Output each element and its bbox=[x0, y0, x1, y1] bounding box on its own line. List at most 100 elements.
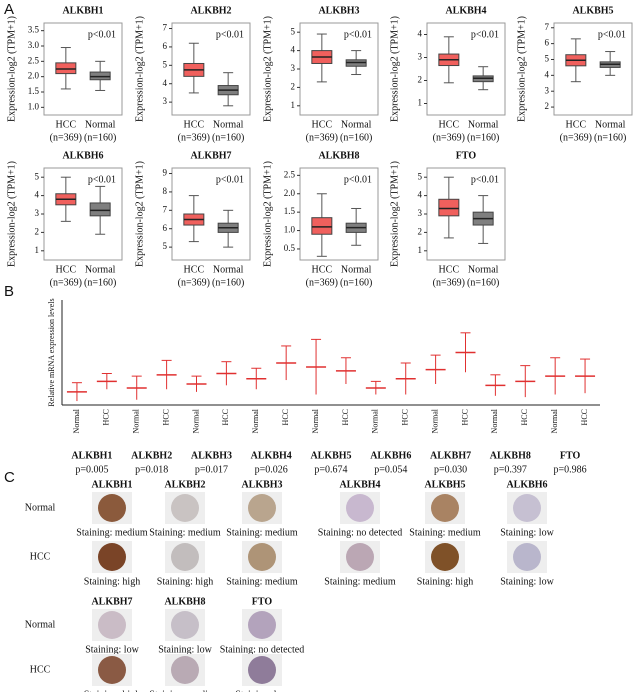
y-tick-label: 5 bbox=[163, 59, 168, 69]
gene-label: ALKBH7 bbox=[91, 596, 132, 607]
x-tick-label: Normal bbox=[468, 119, 499, 130]
y-axis-label: Expression-log2 (TPM+1) bbox=[389, 16, 400, 122]
y-tick-label: 9 bbox=[163, 168, 168, 178]
p-value: p=0.005 bbox=[75, 464, 108, 475]
y-tick-label: 5 bbox=[163, 241, 168, 251]
sample-size: (n=369) bbox=[50, 132, 82, 143]
y-tick-label: 1 bbox=[291, 100, 296, 110]
chart-title: ALKBH4 bbox=[445, 5, 486, 16]
staining-label: Staining: medium bbox=[76, 527, 148, 538]
x-tick-label: Normal bbox=[213, 119, 244, 130]
p-value: p=0.017 bbox=[195, 464, 228, 475]
sample-size: (n=369) bbox=[178, 277, 210, 288]
y-axis-label: Expression-log2 (TPM+1) bbox=[6, 16, 17, 122]
panel-label: C bbox=[4, 469, 15, 486]
panel-label: A bbox=[4, 1, 14, 18]
sample-size: (n=160) bbox=[84, 277, 116, 288]
row-label: Normal bbox=[25, 619, 56, 630]
staining-label: Staining: medium bbox=[226, 576, 298, 587]
annotation: p<0.01 bbox=[471, 29, 499, 40]
x-tick-label: Normal bbox=[191, 408, 200, 433]
row-label: HCC bbox=[30, 551, 51, 562]
chart-title: ALKBH7 bbox=[190, 150, 231, 161]
sample-size: (n=369) bbox=[306, 132, 338, 143]
annotation: p<0.01 bbox=[344, 174, 372, 185]
y-axis-label: Expression-log2 (TPM+1) bbox=[134, 16, 145, 122]
sample-size: (n=160) bbox=[212, 132, 244, 143]
dot-plot: Relative mRNA expression levels Normal HCC… bbox=[47, 298, 600, 475]
y-tick-label: 4 bbox=[418, 190, 423, 200]
tissue-core bbox=[248, 494, 276, 522]
y-axis-label: Relative mRNA expression levels bbox=[47, 298, 56, 406]
y-tick-label: 3 bbox=[418, 52, 423, 62]
sample-size: (n=160) bbox=[212, 277, 244, 288]
x-tick-label: Normal bbox=[341, 264, 372, 275]
plot-frame bbox=[171, 167, 251, 261]
x-tick-label: HCC bbox=[341, 409, 350, 425]
row-label: Normal bbox=[25, 502, 56, 513]
y-tick-label: 8 bbox=[163, 186, 168, 196]
plot-frame bbox=[426, 22, 506, 116]
annotation: p<0.01 bbox=[88, 29, 116, 40]
staining-label: Staining: no detected bbox=[220, 644, 304, 655]
chart-title: ALKBH1 bbox=[62, 5, 103, 16]
x-tick-label: HCC bbox=[460, 409, 469, 425]
gene-label: ALKBH8 bbox=[490, 450, 531, 461]
x-tick-label: HCC bbox=[580, 409, 589, 425]
y-tick-label: 2.5 bbox=[28, 55, 40, 65]
box-chart: ALKBH4 Expression-log2 (TPM+1) 1 2 3 4 p<0.01 H… bbox=[389, 5, 506, 143]
x-tick-label: HCC bbox=[56, 119, 77, 130]
y-tick-label: 0.5 bbox=[284, 243, 296, 253]
staining-label: Staining: high bbox=[157, 576, 213, 587]
gene-label: ALKBH5 bbox=[424, 479, 465, 490]
plot-frame bbox=[171, 22, 251, 116]
p-value: p=0.397 bbox=[494, 464, 527, 475]
gene-label: ALKBH2 bbox=[131, 450, 172, 461]
x-tick-label: HCC bbox=[312, 264, 333, 275]
y-tick-label: 2.0 bbox=[28, 71, 40, 81]
plot-frame bbox=[553, 22, 633, 116]
gene-label: ALKBH1 bbox=[91, 479, 132, 490]
gene-label: ALKBH7 bbox=[430, 450, 471, 461]
y-axis-label: Expression-log2 (TPM+1) bbox=[389, 161, 400, 267]
tissue-core bbox=[98, 611, 126, 639]
x-tick-label: Normal bbox=[595, 119, 626, 130]
row-label: HCC bbox=[30, 664, 51, 675]
y-tick-label: 3.0 bbox=[28, 40, 40, 50]
chart-title: ALKBH8 bbox=[318, 150, 359, 161]
x-tick-label: HCC bbox=[439, 264, 460, 275]
y-tick-label: 2 bbox=[418, 75, 423, 85]
box-chart: ALKBH5 Expression-log2 (TPM+1) 2 3 4 5 6 7 p<0.0… bbox=[516, 5, 633, 143]
tissue-core bbox=[171, 543, 199, 571]
y-tick-label: 1.5 bbox=[284, 206, 296, 216]
staining-label: Staining: low bbox=[85, 644, 139, 655]
sample-size: (n=369) bbox=[306, 277, 338, 288]
tissue-core bbox=[171, 494, 199, 522]
y-tick-label: 3 bbox=[35, 208, 40, 218]
tissue-core bbox=[98, 543, 126, 571]
p-value: p=0.054 bbox=[374, 464, 407, 475]
x-tick-label: Normal bbox=[85, 264, 116, 275]
box-chart: ALKBH8 Expression-log2 (TPM+1) 0.5 1.0 1.5 2.… bbox=[262, 150, 379, 288]
sample-size: (n=160) bbox=[84, 132, 116, 143]
box-chart: ALKBH6 Expression-log2 (TPM+1) 1 2 3 4 5 p<0.01… bbox=[6, 150, 123, 288]
gene-label: ALKBH2 bbox=[164, 479, 205, 490]
tissue-core bbox=[98, 656, 126, 684]
chart-title: ALKBH2 bbox=[190, 5, 231, 16]
box bbox=[438, 198, 460, 217]
staining-label: Staining: low bbox=[235, 689, 289, 692]
y-tick-label: 5 bbox=[291, 26, 296, 36]
y-tick-label: 1.0 bbox=[28, 101, 40, 111]
y-axis-label: Expression-log2 (TPM+1) bbox=[6, 161, 17, 267]
p-value: p=0.026 bbox=[255, 464, 288, 475]
gene-label: ALKBH8 bbox=[164, 596, 205, 607]
x-tick-label: Normal bbox=[341, 119, 372, 130]
tissue-core bbox=[248, 656, 276, 684]
y-tick-label: 7 bbox=[163, 204, 168, 214]
chart-title: ALKBH5 bbox=[572, 5, 613, 16]
staining-label: Staining: medium bbox=[324, 576, 396, 587]
sample-size: (n=369) bbox=[433, 132, 465, 143]
tissue-core bbox=[346, 543, 374, 571]
x-tick-label: HCC bbox=[102, 409, 111, 425]
